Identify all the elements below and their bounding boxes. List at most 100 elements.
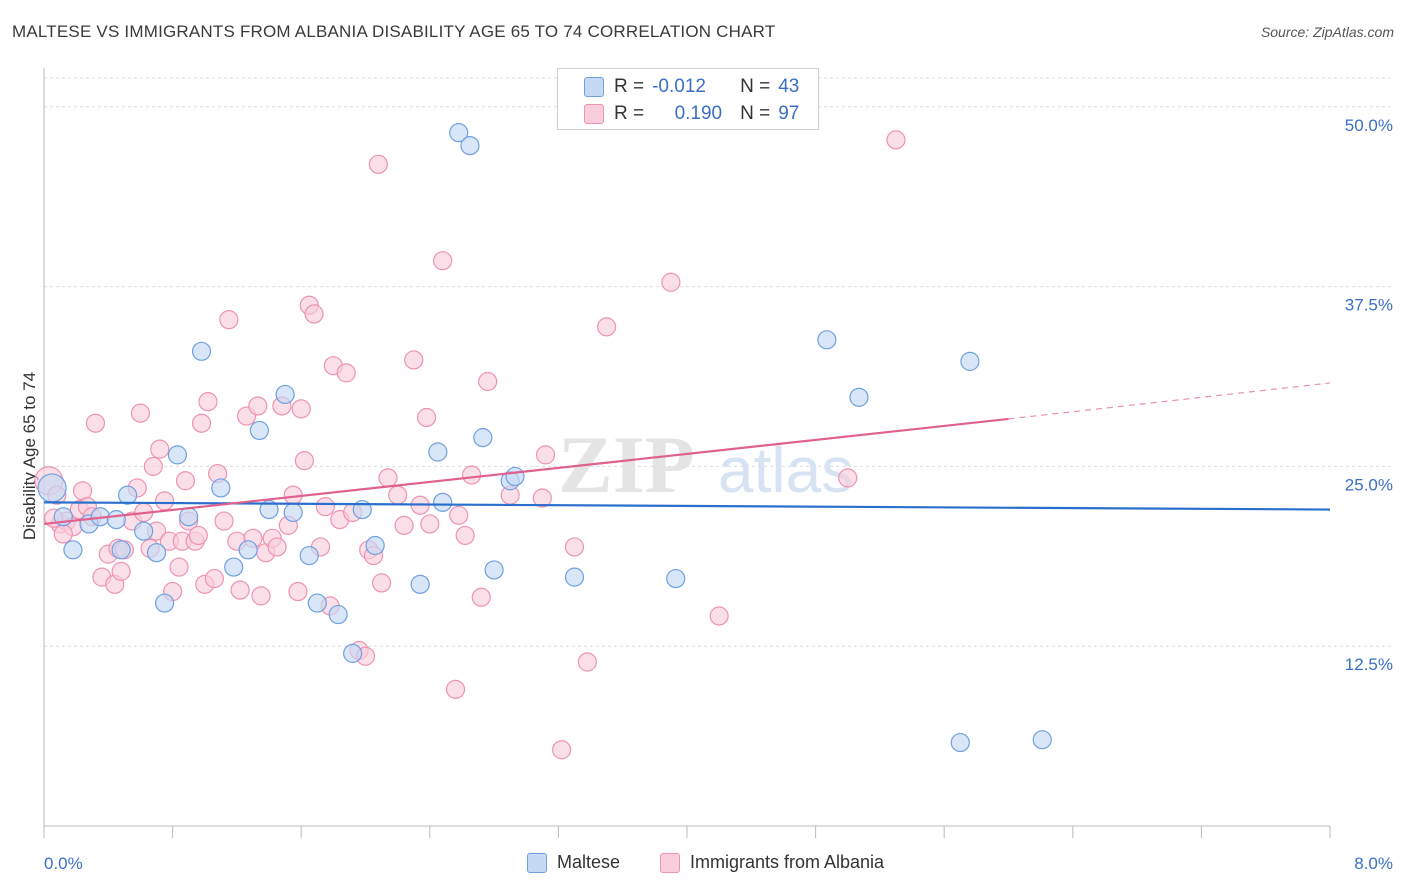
albania-point <box>564 537 585 557</box>
legend-item-albania[interactable]: Immigrants from Albania <box>660 852 884 873</box>
legend-albania-swatch <box>660 852 680 873</box>
albania-point <box>304 304 324 324</box>
albania-point <box>154 491 175 511</box>
maltese-point <box>473 428 493 448</box>
albania-n-value: 97 <box>778 103 800 124</box>
maltese-point <box>365 535 385 556</box>
maltese-point <box>960 351 980 371</box>
albania-point <box>336 363 356 383</box>
maltese-point <box>299 545 319 566</box>
albania-point <box>111 561 131 581</box>
albania-point <box>175 471 196 491</box>
albania-point <box>219 310 239 330</box>
y-tick-label: 25.0% <box>1345 475 1393 494</box>
maltese-point <box>63 540 83 560</box>
x-tick-label-left: 0.0% <box>44 854 83 873</box>
maltese-trendline <box>43 501 1331 511</box>
albania-point <box>445 679 466 699</box>
albania-r-label: R = <box>614 103 645 124</box>
maltese-point <box>666 568 686 589</box>
maltese-point <box>460 136 480 156</box>
albania-point <box>416 407 437 428</box>
watermark-zip: ZIP <box>558 419 695 510</box>
maltese-point <box>307 593 327 613</box>
albania-point <box>552 740 572 760</box>
albania-point <box>378 468 398 488</box>
maltese-r-value: -0.012 <box>652 76 706 97</box>
albania-point <box>291 399 311 419</box>
maltese-point <box>117 485 138 505</box>
maltese-point <box>259 499 279 520</box>
albania-point <box>169 557 189 577</box>
legend-maltese-label: Maltese <box>557 852 621 872</box>
maltese-point <box>37 473 67 503</box>
maltese-point <box>238 540 258 560</box>
maltese-point <box>211 478 231 498</box>
albania-point <box>471 587 491 607</box>
albania-point <box>478 371 498 392</box>
maltese-point <box>249 420 270 441</box>
maltese-point <box>343 643 363 663</box>
albania-point <box>143 456 163 476</box>
bottom-legend: Maltese Immigrants from Albania <box>0 852 1406 878</box>
albania-point <box>72 481 93 501</box>
y-tick-label: 37.5% <box>1345 296 1393 315</box>
albania-point <box>709 606 729 626</box>
watermark-atlas: atlas <box>718 434 853 506</box>
albania-trendline <box>43 417 1009 526</box>
chart-title: MALTESE VS IMMIGRANTS FROM ALBANIA DISAB… <box>12 22 776 41</box>
albania-swatch <box>584 104 604 124</box>
albania-n-label: N = <box>740 103 771 124</box>
albania-point <box>404 350 424 370</box>
albania-point <box>267 537 287 557</box>
legend-maltese-swatch <box>527 852 547 873</box>
maltese-point <box>111 540 131 560</box>
maltese-point <box>283 502 303 523</box>
albania-point <box>420 514 440 534</box>
albania-point <box>455 525 475 546</box>
maltese-point <box>849 387 869 407</box>
legend-albania-label: Immigrants from Albania <box>690 852 885 872</box>
stats-legend: R = -0.012 N = 43 R = 0.190 N = 97 <box>557 68 819 130</box>
maltese-point <box>950 732 970 753</box>
albania-point <box>214 511 234 531</box>
albania-point <box>535 445 556 465</box>
albania-point <box>371 573 392 593</box>
maltese-n-label: N = <box>740 76 771 97</box>
legend-item-maltese[interactable]: Maltese <box>527 852 620 873</box>
maltese-point <box>505 466 525 487</box>
albania-point <box>661 272 681 292</box>
albania-point <box>388 485 408 505</box>
maltese-point <box>179 507 199 527</box>
maltese-point <box>410 574 430 594</box>
albania-point <box>461 465 482 485</box>
albania-point <box>597 317 617 337</box>
albania-point <box>433 251 453 271</box>
maltese-point <box>1032 730 1052 750</box>
maltese-point <box>134 521 154 541</box>
albania-point <box>188 525 208 546</box>
albania-point <box>886 130 906 150</box>
albania-point <box>394 515 414 535</box>
y-tick-label: 12.5% <box>1345 655 1393 674</box>
source-label: Source: ZipAtlas.com <box>1260 24 1394 40</box>
maltese-point <box>275 384 295 405</box>
albania-point <box>315 497 335 517</box>
albania-point <box>150 439 170 459</box>
albania-point <box>368 154 388 174</box>
maltese-point <box>154 593 175 613</box>
albania-point <box>294 451 315 471</box>
albania-point <box>577 652 597 672</box>
maltese-point <box>484 560 504 580</box>
albania-point <box>251 586 271 606</box>
maltese-point <box>167 445 188 465</box>
y-tick-label: 50.0% <box>1345 116 1393 135</box>
albania-point <box>191 413 212 433</box>
albania-point <box>288 581 308 602</box>
albania-point <box>204 568 224 589</box>
maltese-point <box>146 543 167 563</box>
albania-point <box>532 488 552 508</box>
albania-point <box>248 396 268 416</box>
maltese-point <box>449 123 469 143</box>
